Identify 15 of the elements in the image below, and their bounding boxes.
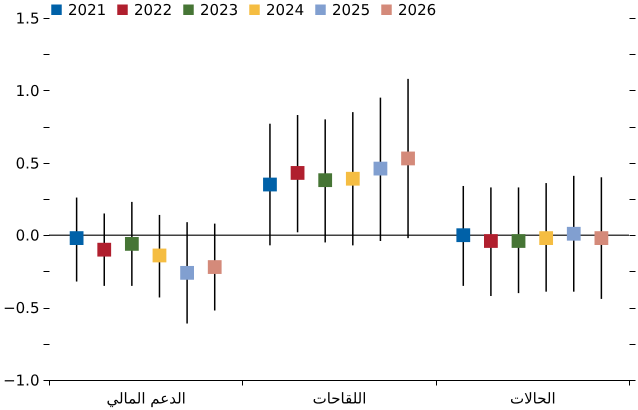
y-tick-label: 0.5	[16, 154, 40, 172]
x-tick-label: الحالات	[510, 390, 556, 408]
y-tick-label: 1.5	[16, 10, 40, 28]
y-tick-label: −1.0	[3, 372, 40, 390]
legend-label: 2023	[200, 0, 238, 19]
legend-label: 2022	[134, 0, 172, 19]
y-tick-label: −0.5	[3, 299, 40, 318]
y-tick-label: 1.0	[16, 82, 40, 100]
x-tick-label: اللقاحات	[312, 390, 366, 408]
legend-label: 2024	[266, 0, 304, 19]
legend-label: 2026	[398, 0, 436, 19]
y-tick-label: 0.0	[16, 226, 40, 245]
legend-label: 2025	[332, 0, 370, 19]
x-tick-label: الدعم المالي	[106, 390, 186, 408]
legend-label: 2021	[68, 0, 106, 19]
